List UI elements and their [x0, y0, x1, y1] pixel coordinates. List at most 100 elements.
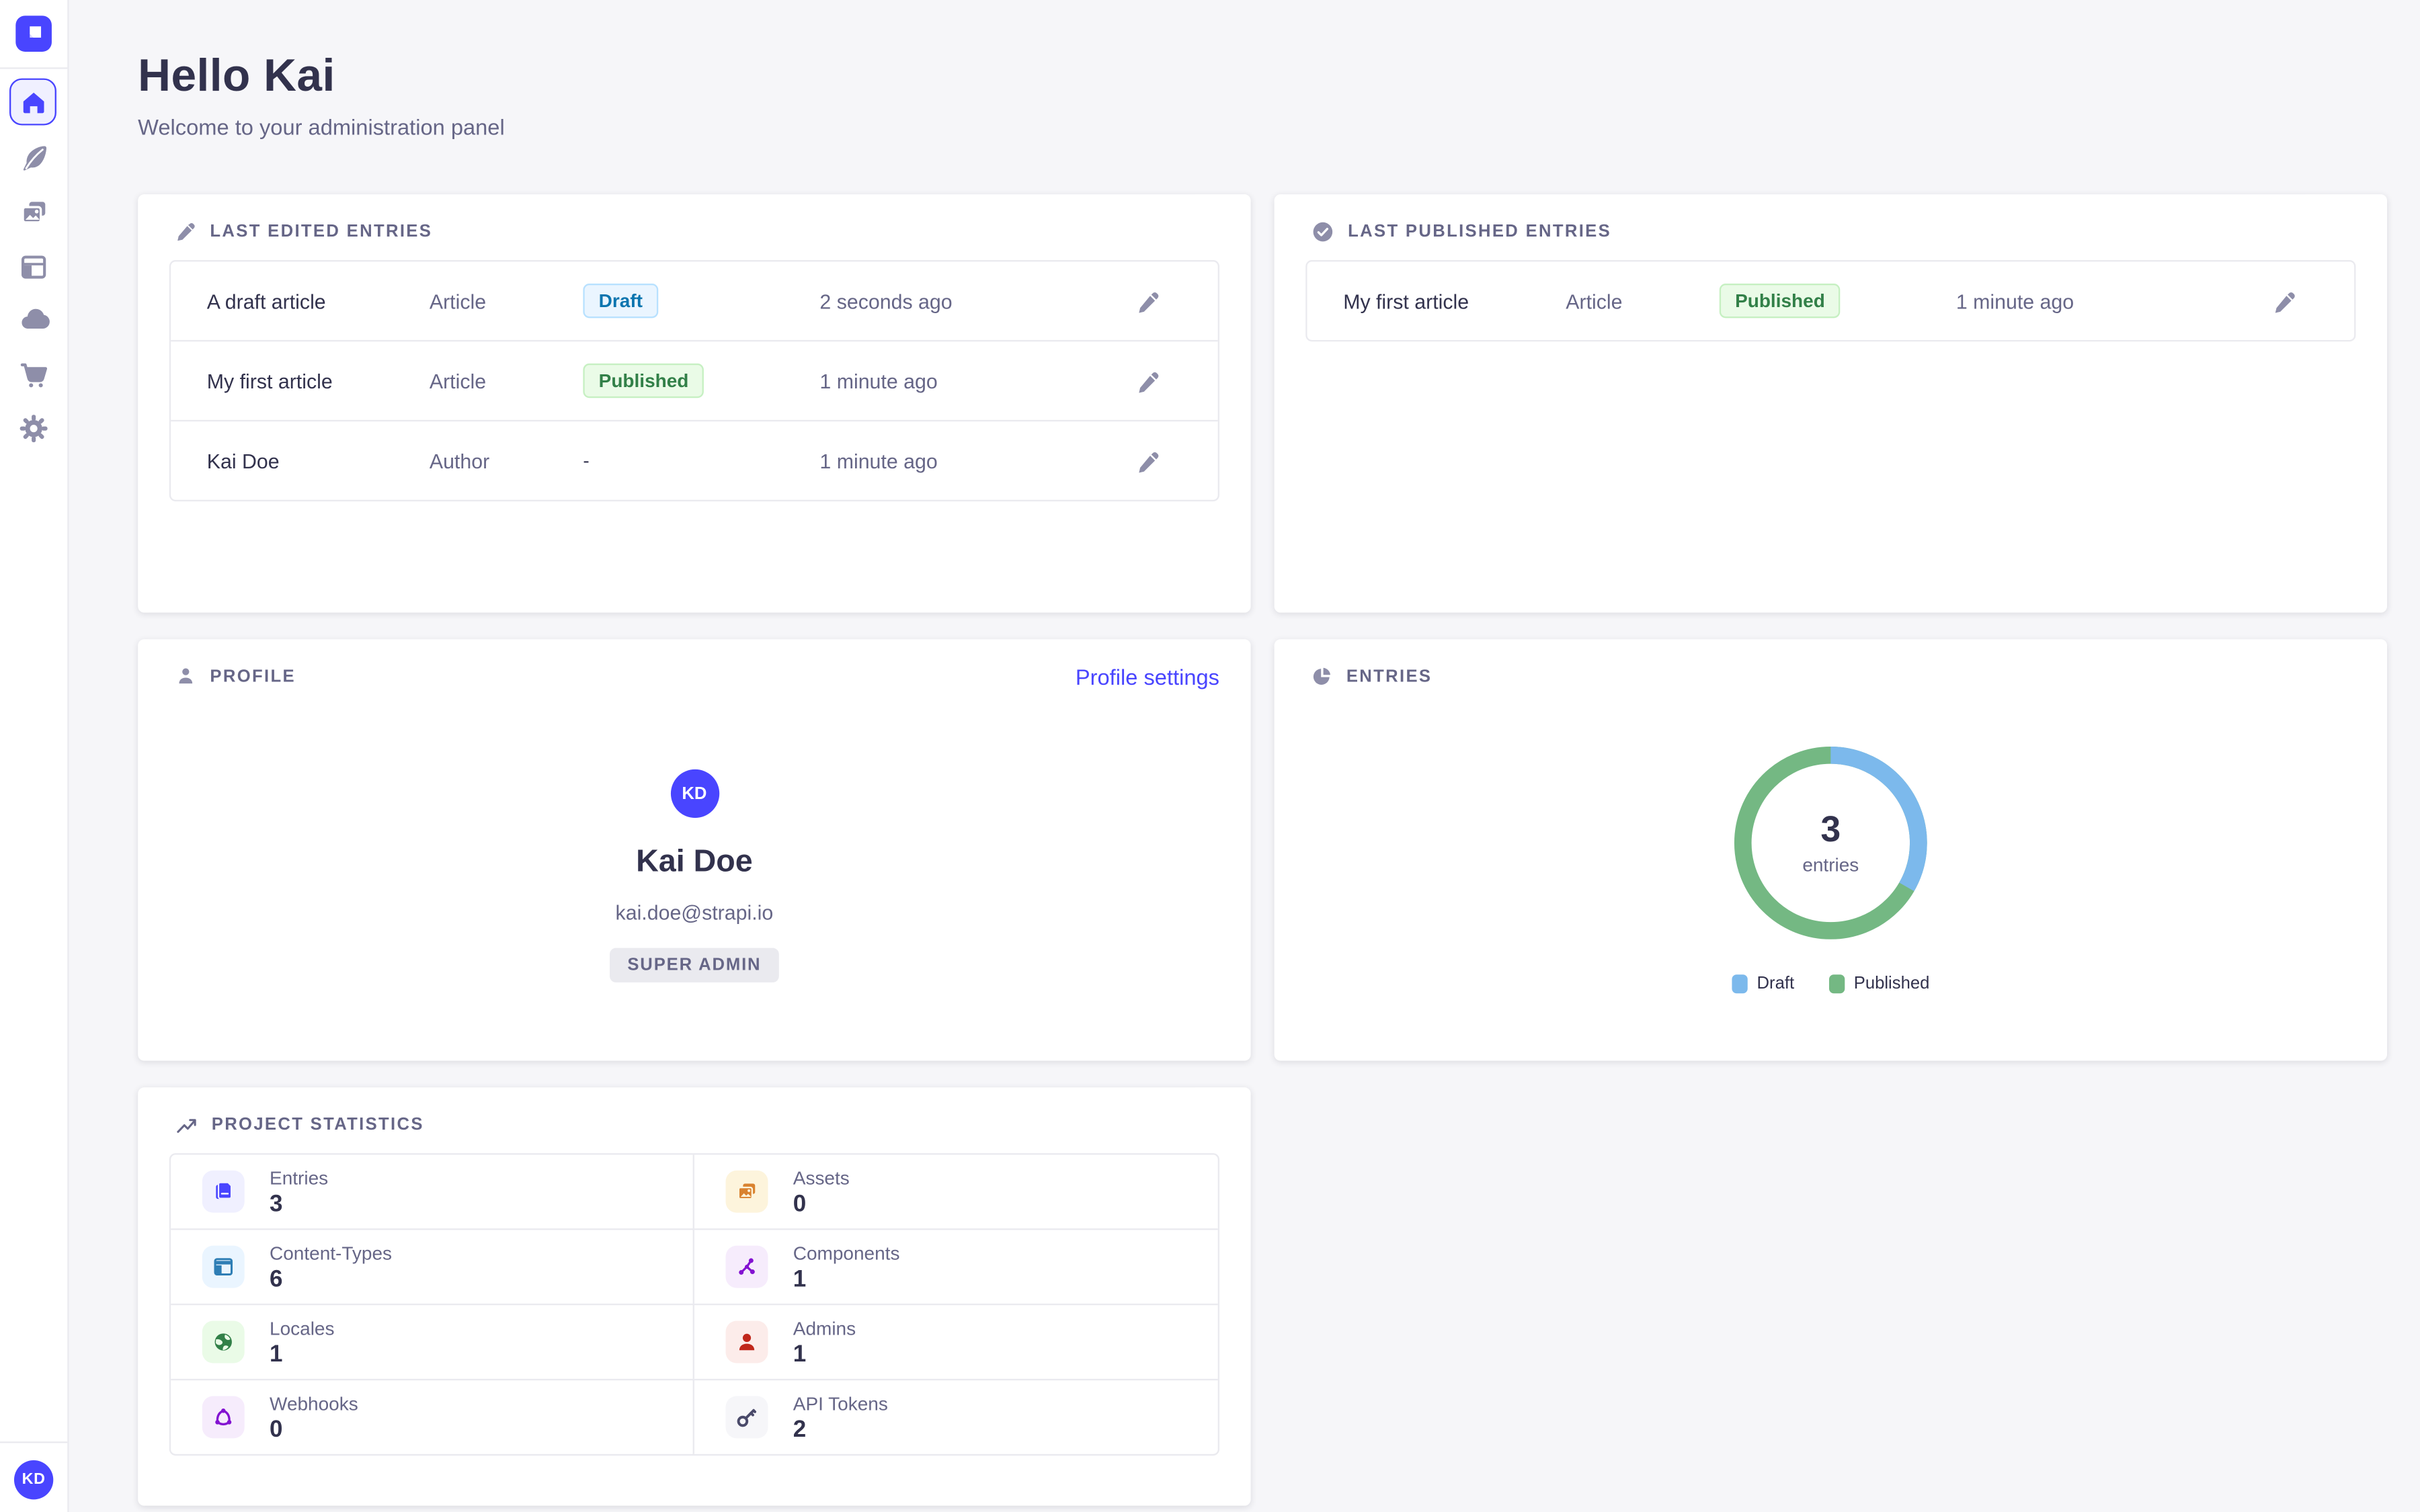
components-molecule-icon: [739, 1258, 755, 1275]
status-dash: -: [583, 450, 590, 472]
settings-gear-icon: [19, 414, 48, 442]
stat-value: 0: [270, 1416, 283, 1443]
stat-label: Entries: [270, 1167, 329, 1189]
entry-title: My first article: [1343, 289, 1469, 313]
stats-grid: Entries 3: [169, 1153, 1219, 1456]
dashboard-cards: LAST EDITED ENTRIES A draft article Arti…: [138, 194, 2420, 1506]
profile-body: KD Kai Doe kai.doe@strapi.io SUPER ADMIN: [138, 769, 1250, 982]
card-title: PROFILE: [210, 667, 296, 686]
entry-title: Kai Doe: [206, 449, 280, 472]
stat-label: Content-Types: [270, 1242, 393, 1265]
entries-files-icon: [216, 1181, 233, 1200]
last-edited-table: A draft article Article Draft 2 seconds …: [169, 260, 1219, 502]
sidebar-item-content-manager[interactable]: [0, 138, 67, 175]
edit-entry-button[interactable]: [1136, 369, 1217, 392]
entry-kind: Article: [429, 369, 487, 393]
donut-chart: [1734, 747, 1927, 939]
table-row: My first article Article Published 1 min…: [171, 339, 1218, 420]
entry-title: A draft article: [206, 289, 326, 313]
sidebar-item-content-type-builder[interactable]: [0, 247, 67, 285]
edit-pencil-icon: [2275, 291, 2295, 312]
stat-value: 1: [793, 1265, 807, 1293]
draft-swatch: [1732, 974, 1748, 994]
marketplace-cart-icon: [20, 362, 48, 387]
donut-draft-arc: [1734, 747, 1927, 939]
stat-value: 2: [793, 1416, 807, 1443]
legend-item-draft: Draft: [1732, 974, 1794, 994]
edit-entry-button[interactable]: [1136, 449, 1217, 472]
profile-card: PROFILE Profile settings KD Kai Doe kai.…: [138, 639, 1251, 1061]
stat-content-types: Content-Types 6: [171, 1228, 694, 1304]
stat-components: Components 1: [694, 1228, 1218, 1304]
stat-locales: Locales 1: [171, 1303, 694, 1379]
admins-person-icon: [739, 1333, 755, 1351]
sidebar-item-marketplace[interactable]: [0, 355, 67, 393]
published-swatch: [1828, 974, 1845, 994]
status-badge: Published: [1719, 284, 1841, 319]
sidebar-item-media-library[interactable]: [0, 193, 67, 230]
card-header: ENTRIES: [1275, 639, 2387, 686]
locales-globe-icon: [214, 1333, 232, 1351]
card-header: PROFILE: [138, 639, 1250, 686]
card-header: LAST EDITED ENTRIES: [138, 194, 1250, 241]
check-circle-icon: [1313, 222, 1333, 242]
stat-label: API Tokens: [793, 1392, 888, 1415]
card-title: LAST PUBLISHED ENTRIES: [1348, 222, 1612, 242]
sidebar: KD: [0, 0, 69, 1512]
last-edited-entries-card: LAST EDITED ENTRIES A draft article Arti…: [138, 194, 1251, 613]
sidebar-item-settings[interactable]: [0, 409, 67, 447]
entry-time: 1 minute ago: [819, 369, 938, 393]
assets-pictures-icon: [737, 1183, 756, 1200]
stat-value: 1: [793, 1341, 807, 1368]
api-tokens-key-icon: [737, 1409, 757, 1427]
strapi-logo-glyph: [30, 26, 42, 38]
stat-label: Components: [793, 1242, 900, 1265]
donut-center: 3 entries: [1724, 737, 1937, 950]
profile-avatar: KD: [670, 769, 719, 818]
profile-settings-link[interactable]: Profile settings: [1075, 664, 1219, 689]
page-title: Hello Kai: [138, 51, 335, 102]
stat-label: Admins: [793, 1317, 856, 1340]
stat-value: 1: [270, 1341, 283, 1368]
card-header: PROJECT STATISTICS: [138, 1087, 1250, 1136]
sidebar-divider-top: [0, 67, 68, 69]
entry-time: 1 minute ago: [1955, 289, 2074, 313]
main-content: Hello Kai Welcome to your administration…: [67, 0, 2420, 1506]
donut-legend: Draft Published: [1732, 974, 1929, 994]
pie-chart-icon: [1313, 667, 1331, 685]
profile-email: kai.doe@strapi.io: [615, 900, 774, 925]
last-published-entries-card: LAST PUBLISHED ENTRIES My first article …: [1274, 194, 2388, 613]
entries-count-label: entries: [1802, 853, 1859, 876]
stat-value: 6: [270, 1265, 283, 1293]
table-row: A draft article Article Draft 2 seconds …: [171, 261, 1218, 340]
entry-time: 1 minute ago: [819, 449, 938, 472]
stat-assets: Assets 0: [694, 1154, 1218, 1228]
entry-kind: Article: [1566, 289, 1623, 313]
user-avatar[interactable]: KD: [13, 1460, 54, 1500]
entries-chart-card: ENTRIES 3 entries: [1274, 639, 2388, 1061]
edit-pencil-icon: [1139, 371, 1159, 392]
status-badge: Published: [583, 363, 704, 398]
sidebar-item-cloud[interactable]: [0, 301, 67, 339]
stat-webhooks: Webhooks 0: [171, 1378, 694, 1454]
legend-item-published: Published: [1828, 974, 1929, 994]
project-statistics-card: PROJECT STATISTICS Entries: [138, 1087, 1251, 1506]
strapi-logo[interactable]: [15, 15, 52, 52]
table-row: Kai Doe Author - 1 minute ago: [171, 419, 1218, 500]
trending-up-icon: [177, 1119, 196, 1133]
entry-kind: Article: [429, 289, 487, 313]
edit-entry-button[interactable]: [1136, 289, 1217, 312]
card-title: ENTRIES: [1346, 667, 1433, 686]
entry-title: My first article: [206, 369, 333, 393]
edit-pencil-icon: [1139, 291, 1159, 312]
sidebar-item-home[interactable]: [9, 78, 56, 126]
person-icon: [179, 668, 193, 684]
edit-entry-button[interactable]: [2273, 289, 2354, 312]
entry-time: 2 seconds ago: [819, 289, 953, 313]
content-types-layout-icon: [214, 1258, 233, 1276]
card-header: LAST PUBLISHED ENTRIES: [1275, 194, 2387, 243]
media-library-icon: [22, 201, 46, 223]
stat-api-tokens: API Tokens 2: [694, 1378, 1218, 1454]
edit-pencil-icon: [1139, 451, 1159, 472]
